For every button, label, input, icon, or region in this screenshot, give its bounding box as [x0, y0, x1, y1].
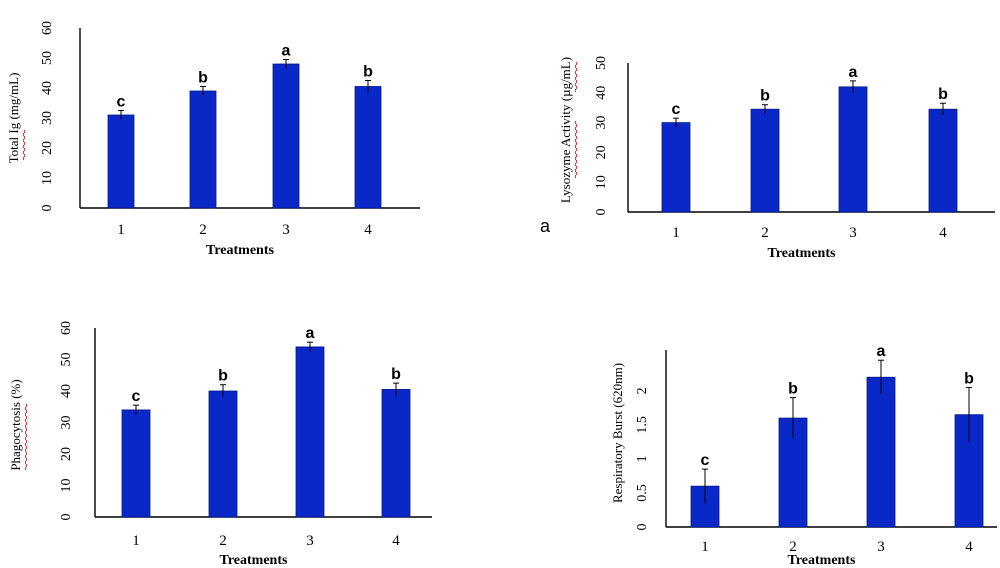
significance-letter: b: [198, 70, 208, 87]
x-axis-label: Treatments: [788, 553, 856, 568]
significance-letter: a: [877, 343, 886, 360]
x-tick-label: 3: [282, 222, 290, 238]
y-tick-label: 50: [40, 51, 55, 65]
significance-letter: c: [701, 452, 710, 469]
significance-letter: c: [132, 388, 141, 405]
bar-treatment-3: [838, 86, 868, 213]
y-tick-label: 2: [635, 387, 650, 394]
significance-letter: b: [391, 366, 401, 383]
y-tick-label: 50: [59, 353, 74, 367]
significance-letter: b: [363, 64, 373, 81]
y-tick-label: 30: [59, 416, 74, 430]
significance-letter: b: [938, 86, 948, 103]
x-tick-label: 1: [701, 539, 709, 555]
y-tick-label: 20: [594, 145, 609, 159]
y-tick-label: 30: [40, 111, 55, 125]
spellcheck-underline: [22, 129, 26, 161]
significance-letter: b: [788, 381, 798, 398]
y-tick-label: 40: [40, 81, 55, 95]
y-tick-label: 1.5: [635, 416, 650, 434]
bar-treatment-4: [354, 86, 382, 209]
x-tick-label: 3: [306, 533, 314, 549]
bar-treatment-4: [928, 108, 958, 213]
significance-letter: b: [964, 370, 974, 387]
x-tick-label: 4: [939, 225, 947, 241]
y-tick-label: 50: [594, 56, 609, 70]
chart-panel-1: 0 10 20 30 40 50 60 c 1 b 2 a 3 b 4 Treatments Total Ig …: [6, 21, 420, 258]
spellcheck-underline: [24, 403, 28, 471]
y-tick-label: 10: [59, 479, 74, 493]
panel-letter: a: [540, 216, 551, 236]
y-tick-label: 0: [635, 524, 650, 531]
y-tick-label: 1: [635, 455, 650, 462]
chart-panel-2: 0 10 20 30 40 50 c 1 b 2 a 3 b 4 Treatments Lysozyme Ac…: [540, 56, 995, 261]
significance-letter: b: [760, 88, 770, 105]
y-tick-label: 30: [594, 116, 609, 130]
bar-treatment-3: [866, 376, 896, 528]
y-tick-label: 60: [40, 21, 55, 35]
x-tick-label: 1: [132, 533, 140, 549]
significance-letter: a: [282, 43, 291, 60]
significance-letter: b: [218, 368, 228, 385]
y-tick-label: 0: [59, 514, 74, 521]
y-tick-label: 20: [40, 141, 55, 155]
x-tick-label: 2: [219, 533, 227, 549]
significance-letter: a: [306, 325, 315, 342]
x-tick-label: 3: [849, 225, 857, 241]
significance-letter: c: [117, 94, 126, 111]
x-tick-label: 2: [789, 539, 797, 555]
bar-treatment-4: [381, 389, 411, 518]
y-axis-label: Total Ig (mg/mL): [6, 73, 21, 164]
bar-treatment-2: [750, 108, 780, 213]
x-axis-label: Treatments: [768, 246, 836, 261]
chart-panel-4: 0 0.5 1 1.5 2 c 1 b 2 a 3 b 4 Treatments Respiratory B…: [610, 343, 997, 568]
y-axis-label: Phagocytosis (%): [8, 379, 23, 470]
y-tick-label: 20: [59, 447, 74, 461]
bar-treatment-3: [295, 346, 325, 518]
significance-letter: a: [849, 64, 858, 81]
x-tick-label: 2: [199, 222, 207, 238]
x-tick-label: 2: [761, 225, 769, 241]
y-tick-label: 0: [594, 209, 609, 216]
bar-treatment-1: [121, 409, 151, 518]
y-tick-label: 0: [40, 205, 55, 212]
x-tick-label: 1: [117, 222, 125, 238]
spellcheck-underline: [574, 120, 578, 179]
bar-treatment-1: [107, 114, 135, 209]
y-axis-label: Respiratory Burst (620nm): [610, 363, 625, 503]
bar-treatment-2: [189, 90, 217, 209]
x-tick-label: 1: [672, 225, 680, 241]
y-tick-label: 0.5: [635, 484, 650, 502]
y-tick-label: 60: [59, 321, 74, 335]
significance-letter: c: [672, 101, 681, 118]
spellcheck-underline: [574, 61, 578, 93]
x-tick-label: 4: [965, 539, 973, 555]
x-tick-label: 4: [364, 222, 372, 238]
x-tick-label: 3: [877, 539, 885, 555]
chart-panel-3: 0 10 20 30 40 50 60 c 1 b 2 a 3 b 4 Treatments Phagocyto…: [8, 321, 432, 568]
x-axis-label: Treatments: [206, 243, 274, 258]
y-tick-label: 40: [59, 384, 74, 398]
bar-treatment-3: [272, 63, 300, 209]
x-tick-label: 4: [392, 533, 400, 549]
x-axis-label: Treatments: [220, 553, 288, 568]
y-tick-label: 10: [40, 171, 55, 185]
y-tick-label: 10: [594, 175, 609, 189]
y-tick-label: 40: [594, 86, 609, 100]
bar-treatment-1: [661, 122, 691, 213]
bar-treatment-2: [208, 390, 238, 518]
y-axis-label: Lysozyme Activity (µg/mL): [558, 57, 573, 203]
